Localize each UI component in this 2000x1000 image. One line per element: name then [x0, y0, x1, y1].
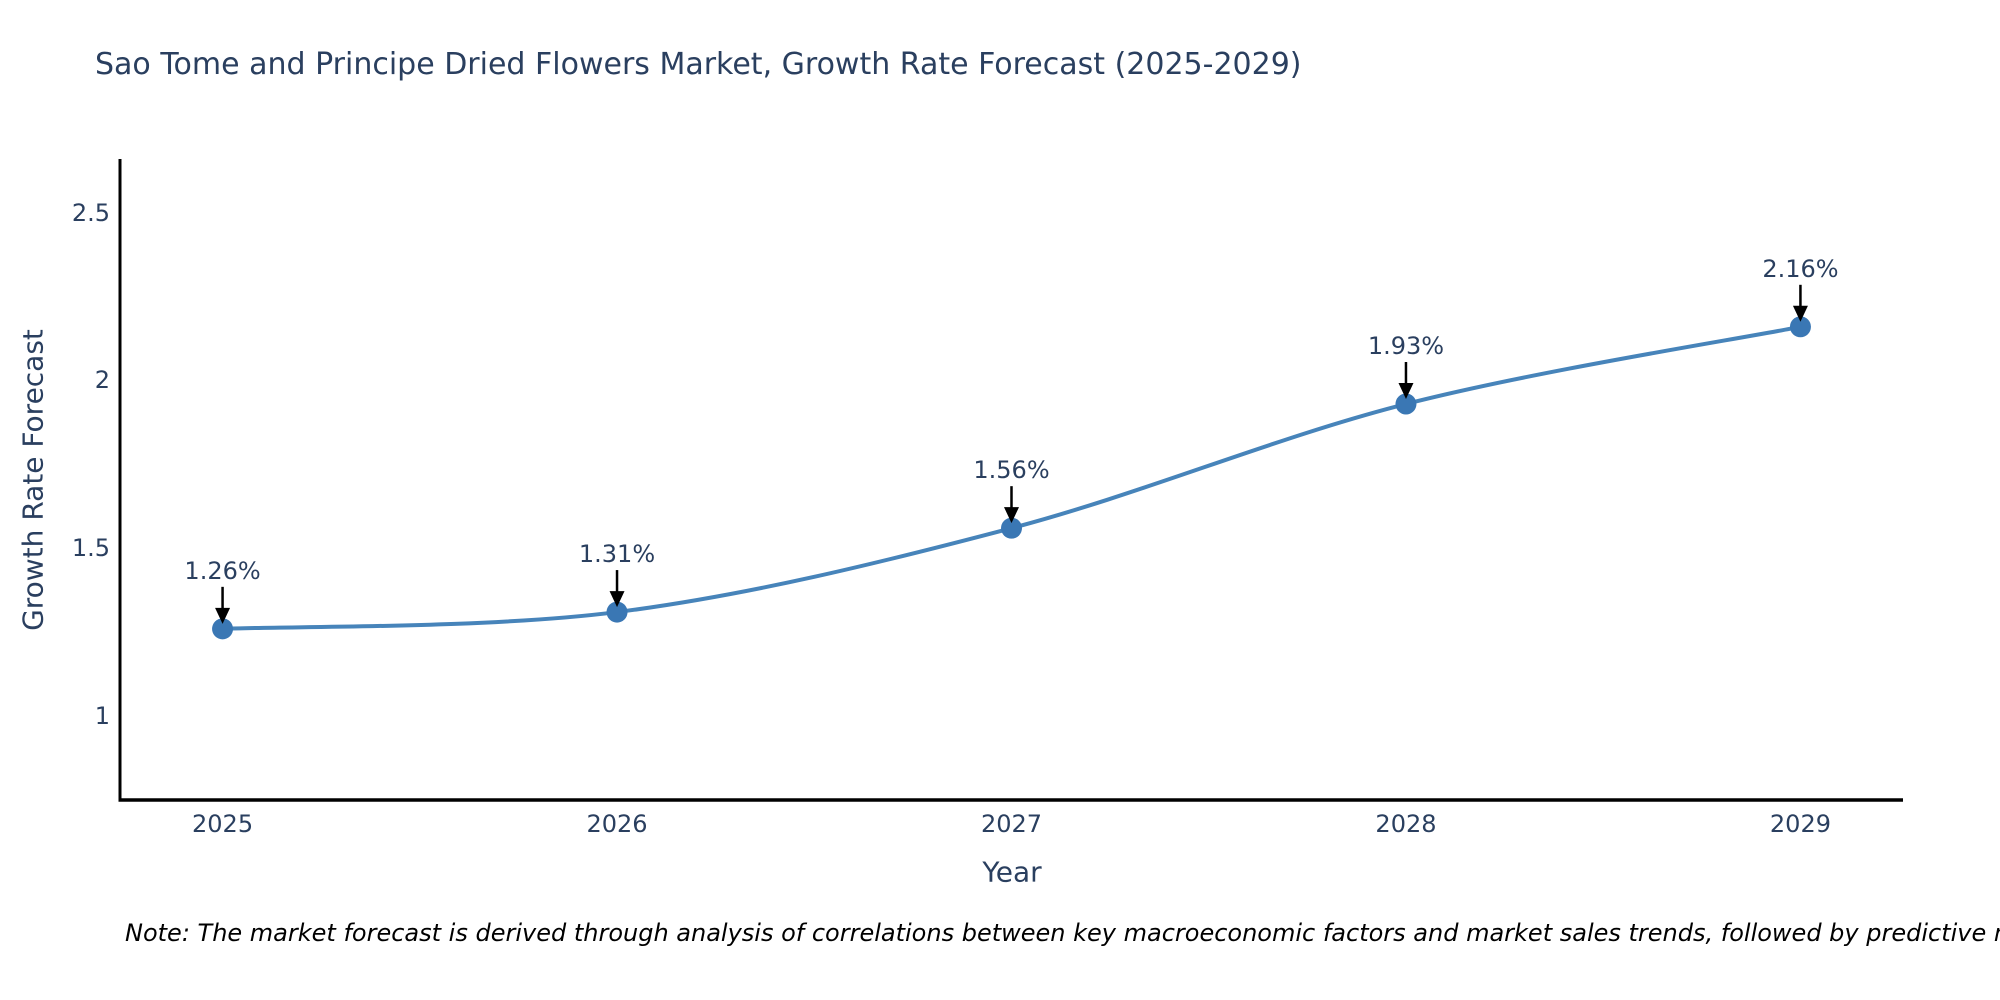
x-tick-label: 2026 — [586, 810, 648, 838]
y-tick-label: 1.5 — [71, 534, 110, 563]
point-value-annotation: 2.16% — [1762, 254, 1839, 283]
data-point-marker — [606, 601, 628, 623]
data-point-marker — [1789, 316, 1811, 338]
footnote: Note: The market forecast is derived thr… — [125, 919, 2000, 947]
y-axis-title: Growth Rate Forecast — [16, 329, 50, 631]
point-value-annotation: 1.56% — [973, 456, 1050, 485]
y-tick-label: 2 — [94, 366, 110, 395]
point-value-annotation: 1.93% — [1367, 331, 1445, 360]
x-tick-label: 2025 — [192, 810, 254, 838]
y-tick-label: 2.5 — [71, 198, 110, 227]
annotation-arrow-head — [1792, 305, 1808, 322]
data-point-marker — [1001, 517, 1022, 539]
x-tick-label: 2027 — [980, 810, 1043, 838]
annotation-arrow-head — [1004, 507, 1019, 524]
data-point-marker — [1395, 393, 1417, 415]
y-tick-label: 1 — [94, 702, 110, 731]
x-tick-label: 2028 — [1375, 810, 1437, 838]
data-point-marker — [212, 618, 234, 640]
x-tick-label: 2029 — [1769, 810, 1831, 838]
annotation-arrow-head — [609, 591, 625, 608]
x-axis-title: Year — [982, 855, 1042, 889]
chart-title: Sao Tome and Principe Dried Flowers Mark… — [95, 47, 1302, 82]
annotation-arrow-head — [215, 607, 231, 624]
point-value-annotation: 1.26% — [184, 556, 261, 585]
annotation-arrow-head — [1398, 382, 1414, 399]
point-value-annotation: 1.31% — [578, 540, 656, 569]
